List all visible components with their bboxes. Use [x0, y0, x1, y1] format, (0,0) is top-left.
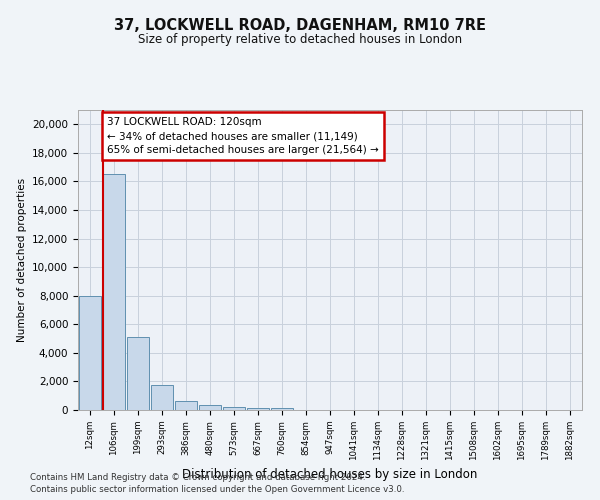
Bar [199, 404, 221, 410]
Bar [247, 408, 269, 410]
Bar [151, 385, 173, 410]
Text: Contains HM Land Registry data © Crown copyright and database right 2024.: Contains HM Land Registry data © Crown c… [30, 472, 365, 482]
Text: 37, LOCKWELL ROAD, DAGENHAM, RM10 7RE: 37, LOCKWELL ROAD, DAGENHAM, RM10 7RE [114, 18, 486, 32]
Text: 37 LOCKWELL ROAD: 120sqm
← 34% of detached houses are smaller (11,149)
65% of se: 37 LOCKWELL ROAD: 120sqm ← 34% of detach… [107, 117, 379, 155]
Bar [79, 296, 101, 410]
Bar [127, 337, 149, 410]
Bar [271, 408, 293, 410]
Y-axis label: Number of detached properties: Number of detached properties [17, 178, 26, 342]
Text: Contains public sector information licensed under the Open Government Licence v3: Contains public sector information licen… [30, 485, 404, 494]
Text: Size of property relative to detached houses in London: Size of property relative to detached ho… [138, 32, 462, 46]
Bar [103, 174, 125, 410]
Bar [223, 407, 245, 410]
Bar [175, 401, 197, 410]
X-axis label: Distribution of detached houses by size in London: Distribution of detached houses by size … [182, 468, 478, 481]
